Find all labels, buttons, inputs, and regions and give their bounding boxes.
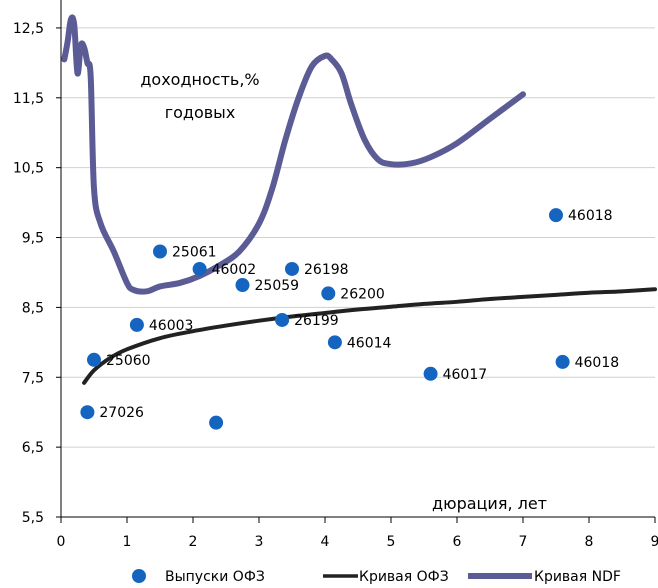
data-point (549, 208, 563, 223)
data-point-label: 46003 (149, 318, 194, 334)
y-tick-label: 9,5 (22, 231, 44, 247)
data-point-label: 46018 (568, 208, 613, 224)
y-tick-label: 12,5 (13, 21, 44, 37)
data-point (285, 261, 299, 276)
y-axis-label-line-2: годовых (165, 103, 236, 122)
data-point-label: 46018 (575, 355, 620, 371)
data-point-label: 46014 (347, 335, 392, 351)
x-tick-label: 5 (387, 534, 396, 550)
series-line-ndf (61, 14, 526, 295)
y-tick-label: 6,5 (22, 440, 44, 456)
data-point (235, 278, 250, 293)
legend-marker-ofz-issues (132, 569, 146, 583)
data-point (423, 366, 438, 381)
legend-label-ndf-curve: Кривая NDF (534, 569, 621, 585)
y-tick-label: 11,5 (13, 91, 44, 107)
x-tick-label: 2 (189, 534, 198, 550)
data-point-label: 26198 (304, 262, 349, 278)
data-point-label: 46017 (443, 367, 488, 383)
x-tick-label: 3 (255, 534, 264, 550)
y-tick-label: 8,5 (22, 300, 44, 316)
y-tick-label: 10,5 (13, 161, 44, 177)
y-tick-label: 5,5 (22, 510, 44, 526)
x-tick-label: 1 (123, 534, 132, 550)
y-tick-label: 7,5 (22, 370, 44, 386)
x-tick-label: 4 (321, 534, 330, 550)
data-point (555, 354, 570, 369)
x-tick-label: 0 (57, 534, 66, 550)
y-tick-labels: 5,5 6,5 7,5 8,5 9,5 10,5 11,5 12,5 (13, 21, 44, 526)
data-point-label: 26200 (340, 286, 385, 302)
data-point-label: 26199 (294, 313, 339, 329)
data-point (275, 312, 290, 327)
data-point (327, 335, 342, 350)
series-lines (61, 14, 657, 385)
axes (56, 0, 656, 523)
x-tick-labels: 0 1 2 3 4 5 6 7 8 9 (57, 534, 658, 550)
data-point-label: 25060 (106, 353, 151, 369)
data-point (209, 415, 224, 430)
series-points (80, 208, 570, 430)
y-axis-label-line-1: доходность,% (140, 70, 259, 89)
data-point (153, 244, 167, 259)
legend-label-ofz-curve: Кривая ОФЗ (359, 569, 449, 585)
x-tick-label: 9 (651, 534, 658, 550)
legend-label-ofz-issues: Выпуски ОФЗ (165, 569, 265, 585)
data-point (129, 317, 144, 332)
series-line-ofz (82, 287, 657, 385)
x-axis-label: дюрация, лет (432, 494, 547, 513)
x-tick-label: 8 (585, 534, 594, 550)
data-point-label: 27026 (99, 405, 144, 421)
legend: Выпуски ОФЗ Кривая ОФЗ Кривая NDF (132, 569, 621, 585)
data-point (192, 261, 207, 276)
data-point (80, 405, 95, 420)
data-point-label: 46002 (212, 262, 257, 278)
data-point-label: 25059 (255, 278, 300, 294)
x-tick-label: 7 (519, 534, 528, 550)
grid (61, 27, 655, 448)
data-point-label: 25061 (172, 245, 217, 261)
data-point (87, 352, 101, 367)
x-tick-label: 6 (453, 534, 462, 550)
data-point (321, 286, 336, 301)
